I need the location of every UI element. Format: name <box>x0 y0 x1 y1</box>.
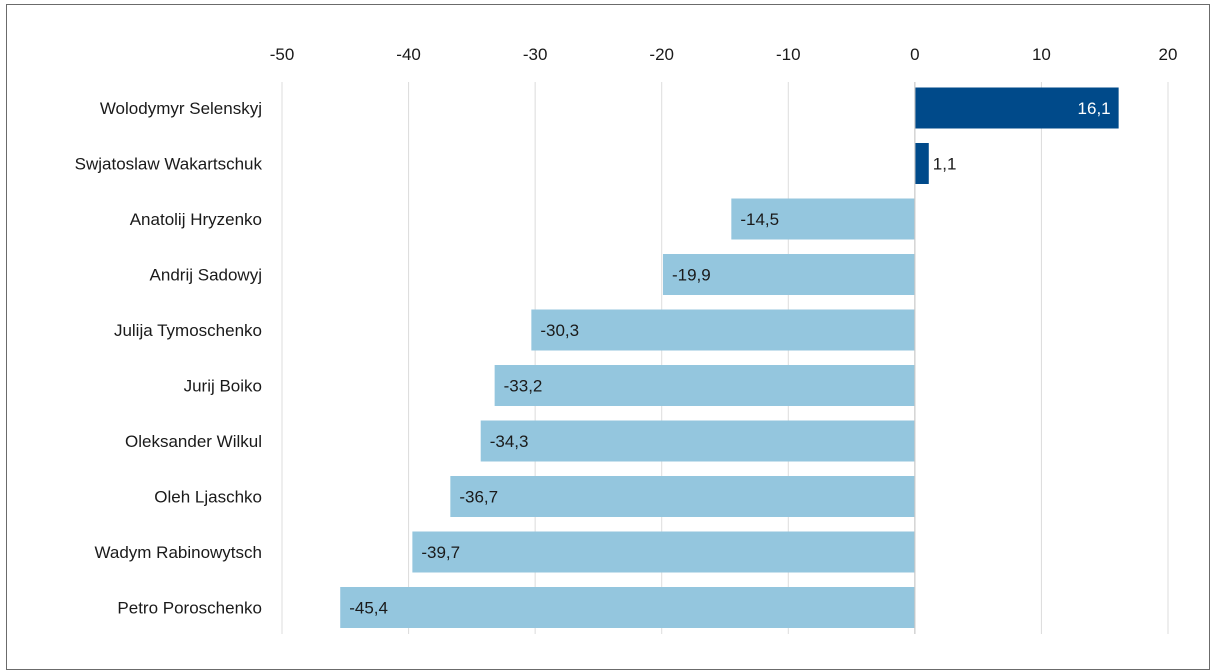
grid-lines <box>281 82 1169 634</box>
category-label: Julija Tymoschenko <box>114 321 262 340</box>
category-labels: Wolodymyr Selenskyj Swjatoslaw Wakartschu… <box>75 99 263 618</box>
bar <box>494 365 915 406</box>
category-label: Jurij Boiko <box>184 377 262 396</box>
value-label: -19,9 <box>672 266 711 285</box>
bar <box>731 198 915 240</box>
bars <box>340 87 1119 628</box>
bar <box>480 420 915 462</box>
value-labels: 16,1 1,1 -14,5 -19,9 -30,3 -33,2 -34,3 -36,7 -39… <box>349 99 1110 618</box>
x-tick-label: 20 <box>1159 45 1178 64</box>
x-tick-label: 10 <box>1032 45 1051 64</box>
x-tick-label: -30 <box>523 45 548 64</box>
value-label: -45,4 <box>349 599 388 618</box>
x-axis-tick-labels: -50 -40 -30 -20 -10 0 10 20 <box>270 45 1178 64</box>
bar <box>531 309 915 351</box>
x-tick-label: -10 <box>776 45 801 64</box>
value-label: 16,1 <box>1078 99 1111 118</box>
value-label: -36,7 <box>459 488 498 507</box>
bar <box>450 476 915 517</box>
category-label: Oleh Ljaschko <box>154 488 262 507</box>
category-label: Anatolij Hryzenko <box>130 210 262 229</box>
value-label: -39,7 <box>421 543 460 562</box>
category-label: Wadym Rabinowytsch <box>94 543 262 562</box>
value-label: -30,3 <box>540 321 579 340</box>
category-label: Petro Poroschenko <box>117 599 262 618</box>
x-tick-label: -20 <box>649 45 674 64</box>
x-tick-label: -50 <box>270 45 295 64</box>
category-label: Wolodymyr Selenskyj <box>100 99 262 118</box>
bar <box>412 531 915 573</box>
value-label: -34,3 <box>490 432 529 451</box>
bar <box>340 587 915 628</box>
category-label: Swjatoslaw Wakartschuk <box>75 155 263 174</box>
bar <box>914 87 1119 129</box>
x-tick-label: 0 <box>910 45 919 64</box>
bar <box>914 143 929 184</box>
category-label: Oleksander Wilkul <box>125 432 262 451</box>
value-label: 1,1 <box>933 155 957 174</box>
value-label: -33,2 <box>504 377 543 396</box>
bar <box>662 254 915 295</box>
value-label: -14,5 <box>740 210 779 229</box>
category-label: Andrij Sadowyj <box>150 266 262 285</box>
x-tick-label: -40 <box>396 45 421 64</box>
